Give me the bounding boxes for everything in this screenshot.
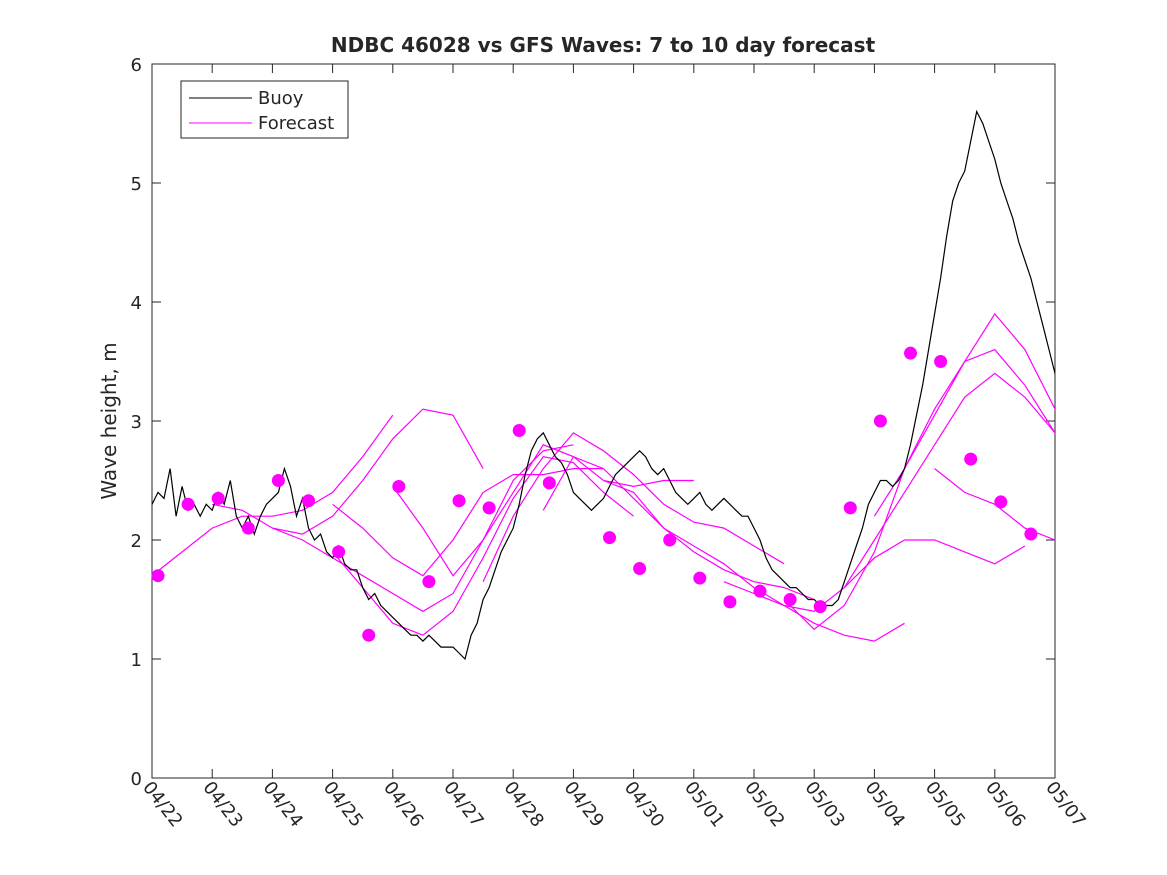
- y-tick-label: 0: [131, 769, 142, 790]
- legend-buoy-label: Buoy: [258, 88, 304, 109]
- x-tick-label: 04/29: [560, 778, 608, 832]
- buoy-series: [152, 109, 1055, 661]
- forecast-line: [934, 468, 1055, 541]
- forecast-point: [964, 452, 978, 466]
- x-tick-label: 04/26: [379, 778, 427, 832]
- forecast-markers: [151, 346, 1038, 642]
- x-tick-label: 05/05: [921, 778, 969, 832]
- legend-box: [180, 80, 349, 139]
- forecast-point: [633, 562, 647, 576]
- forecast-point: [1024, 527, 1038, 541]
- forecast-point: [723, 595, 737, 609]
- forecast-point: [813, 600, 827, 614]
- forecast-series: [152, 312, 1055, 642]
- forecast-point: [211, 491, 225, 505]
- forecast-line: [843, 372, 1055, 588]
- forecast-line: [332, 456, 634, 636]
- forecast-line: [723, 539, 1026, 613]
- chart-title: NDBC 46028 vs GFS Waves: 7 to 10 day for…: [331, 33, 876, 57]
- x-tick-label: 04/24: [259, 778, 307, 832]
- forecast-point: [904, 346, 918, 360]
- forecast-line: [212, 408, 484, 535]
- forecast-point: [332, 545, 346, 559]
- forecast-point: [302, 494, 316, 508]
- forecast-line: [603, 479, 905, 642]
- plot-frame: [151, 63, 1056, 779]
- x-tick-label: 04/27: [439, 778, 487, 832]
- forecast-line: [783, 348, 1055, 631]
- x-tick-label: 04/25: [319, 778, 367, 832]
- forecast-point: [392, 479, 406, 493]
- forecast-point: [753, 584, 767, 598]
- forecast-point: [873, 414, 887, 428]
- forecast-point: [151, 569, 165, 583]
- x-tick-label: 04/30: [620, 778, 668, 832]
- forecast-line: [482, 432, 785, 582]
- forecast-point: [512, 424, 526, 438]
- forecast-point: [482, 501, 496, 515]
- legend-forecast-label: Forecast: [258, 113, 334, 134]
- forecast-line: [542, 455, 815, 601]
- forecast-point: [271, 474, 285, 487]
- buoy-line: [152, 109, 1055, 661]
- forecast-line: [152, 414, 394, 577]
- y-axis-label: Wave height, m: [97, 342, 121, 499]
- y-tick-label: 6: [131, 55, 142, 76]
- x-tick-label: 04/28: [499, 778, 547, 832]
- forecast-line: [272, 444, 574, 613]
- forecast-point: [843, 501, 857, 515]
- forecast-line: [332, 468, 604, 577]
- forecast-point: [542, 476, 556, 490]
- forecast-point: [422, 575, 436, 589]
- forecast-point: [241, 521, 255, 535]
- y-tick-label: 5: [131, 174, 142, 195]
- x-tick-label: 05/07: [1041, 778, 1089, 832]
- forecast-point: [452, 494, 466, 508]
- x-tick-label: 05/01: [680, 778, 728, 832]
- y-tick-label: 3: [131, 412, 142, 433]
- forecast-point: [181, 497, 195, 511]
- x-tick-label: 05/06: [981, 778, 1029, 832]
- y-tick-label: 2: [131, 531, 142, 552]
- y-tick-label: 1: [131, 650, 142, 671]
- forecast-point: [934, 355, 948, 368]
- x-tick-label: 05/04: [861, 778, 909, 832]
- forecast-point: [362, 628, 376, 642]
- forecast-point: [663, 533, 677, 547]
- forecast-point: [693, 571, 707, 585]
- x-tick-label: 05/02: [740, 778, 788, 832]
- legend: Buoy Forecast: [180, 80, 349, 139]
- y-axis-ticks: 0 1 2 3 4 5 6: [131, 55, 1055, 790]
- x-tick-label: 05/03: [800, 778, 848, 832]
- x-tick-label: 04/22: [138, 778, 186, 832]
- x-tick-label: 04/23: [198, 778, 246, 832]
- forecast-point: [783, 593, 797, 606]
- forecast-line: [873, 312, 1055, 517]
- forecast-point: [603, 531, 617, 545]
- y-tick-label: 4: [131, 293, 142, 314]
- forecast-point: [994, 495, 1008, 509]
